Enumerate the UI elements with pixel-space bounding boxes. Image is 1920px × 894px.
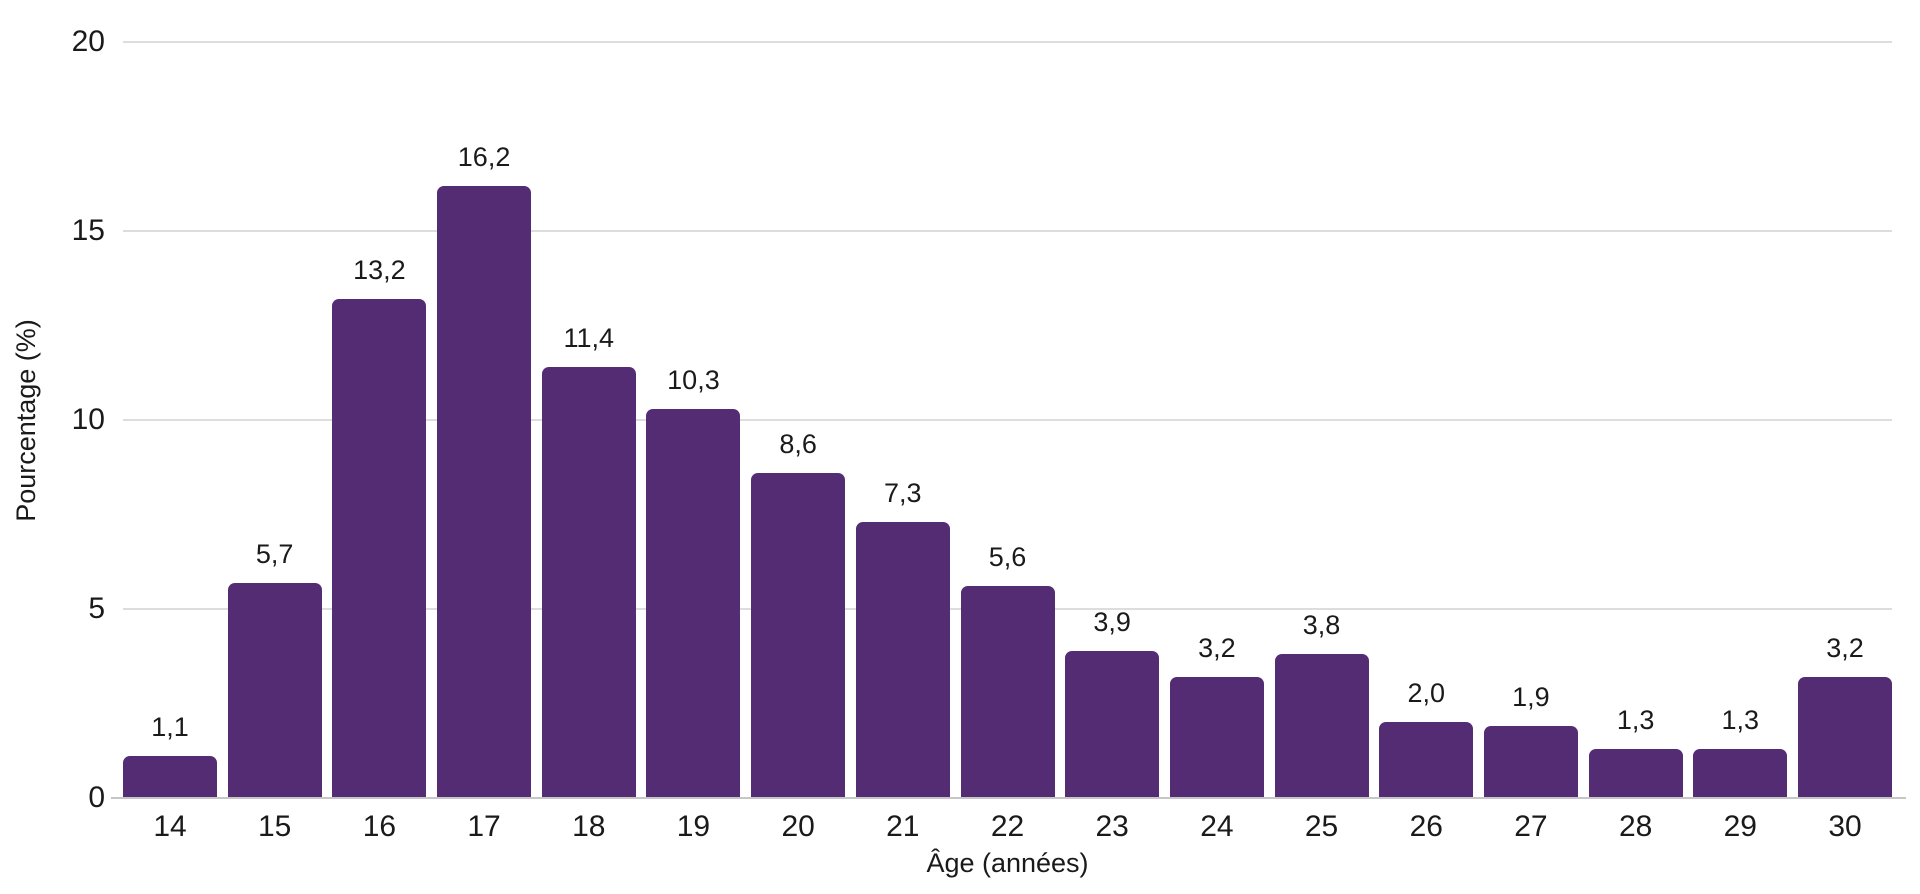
- bar-group-age-26: 2,0: [1379, 677, 1474, 798]
- bar-value-label: 13,2: [353, 255, 406, 286]
- x-tick-label-29: 29: [1723, 810, 1757, 843]
- x-tick-label-18: 18: [572, 810, 606, 843]
- bar: [1274, 654, 1369, 798]
- x-tick-label-26: 26: [1409, 810, 1443, 843]
- y-axis-title: Pourcentage (%): [6, 42, 46, 798]
- y-tick-label-5: 5: [88, 592, 105, 625]
- x-axis-title: Âge (années): [926, 848, 1089, 878]
- bar: [751, 472, 846, 798]
- gridline-20: [123, 41, 1892, 43]
- bar-value-label: 8,6: [779, 428, 817, 459]
- x-tick-label-23: 23: [1095, 810, 1129, 843]
- bar-value-label: 2,0: [1407, 678, 1446, 709]
- x-tick-label-16: 16: [362, 810, 397, 843]
- bar: [1483, 726, 1578, 798]
- bar-group-age-18: 11,4: [541, 322, 636, 798]
- x-tick-label-20: 20: [781, 810, 815, 843]
- y-tick-label-20: 20: [71, 25, 105, 58]
- bar-value-label: 5,7: [255, 538, 294, 569]
- bar-group-age-14: 1,1: [123, 711, 217, 798]
- bar-value-label: 3,2: [1826, 633, 1864, 664]
- bar: [437, 185, 532, 798]
- y-tick-label-10: 10: [71, 403, 105, 436]
- bar-group-age-17: 16,2: [437, 141, 532, 798]
- bar-value-label: 10,3: [667, 364, 720, 395]
- bar-group-age-29: 1,3: [1693, 704, 1788, 798]
- bar: [1693, 748, 1788, 798]
- bar-value-label: 3,2: [1198, 633, 1236, 664]
- bar: [1379, 722, 1474, 798]
- x-tick-label-21: 21: [886, 810, 920, 843]
- y-tick-label-15: 15: [71, 214, 105, 247]
- bar-value-label: 5,6: [988, 542, 1027, 573]
- bar-group-age-16: 13,2: [332, 254, 427, 798]
- bar: [960, 586, 1055, 798]
- bar-group-age-22: 5,6: [960, 541, 1055, 798]
- bar: [227, 582, 322, 798]
- x-tick-label-14: 14: [153, 810, 187, 843]
- bar-value-label: 16,2: [457, 141, 511, 172]
- bar-group-age-19: 10,3: [646, 364, 741, 798]
- bar-group-age-21: 7,3: [855, 477, 950, 798]
- x-tick-label-27: 27: [1514, 810, 1548, 843]
- gridline-10: [123, 419, 1892, 421]
- x-tick-label-17: 17: [467, 810, 501, 843]
- bar-group-age-30: 3,2: [1798, 632, 1892, 798]
- bar-value-label: 1,9: [1512, 682, 1550, 713]
- x-tick-label-25: 25: [1304, 810, 1339, 843]
- bar-group-age-23: 3,9: [1065, 606, 1160, 798]
- bar-group-age-15: 5,7: [227, 538, 322, 798]
- gridline-15: [123, 230, 1892, 232]
- bar-value-label: 1,3: [1721, 704, 1760, 735]
- bar: [1798, 677, 1892, 798]
- bar: [1065, 650, 1160, 798]
- bar-value-label: 11,4: [563, 323, 615, 354]
- bars-layer: 1,1 5,7 13,2 16,2 11,4 10,3 8,6 7,3 5,6 3,9 3,2 3,8…: [123, 42, 1892, 798]
- x-tick-label-24: 24: [1200, 810, 1234, 843]
- y-axis-tick-labels: 0 5 10 15 20: [46, 27, 105, 813]
- x-axis-tick-labels: 14 15 16 17 18 19 20 21 22 23 24 25 26 27 28 29 30: [123, 810, 1892, 844]
- bar-group-age-28: 1,3: [1588, 704, 1683, 798]
- bar-value-label: 1,1: [151, 712, 189, 743]
- y-axis-title-text: Pourcentage (%): [10, 318, 41, 522]
- x-tick-label-19: 19: [676, 810, 711, 843]
- bar-value-label: 7,3: [884, 478, 922, 509]
- x-tick-label-28: 28: [1618, 810, 1653, 843]
- bar-group-age-27: 1,9: [1483, 681, 1578, 798]
- bar: [855, 522, 950, 798]
- bar: [1588, 748, 1683, 798]
- bar-group-age-20: 8,6: [751, 428, 846, 798]
- bar: [646, 408, 741, 798]
- bar-value-label: 3,8: [1302, 610, 1341, 641]
- x-tick-label-22: 22: [990, 810, 1025, 843]
- plot-area: 1,1 5,7 13,2 16,2 11,4 10,3 8,6 7,3 5,6 3,9 3,2 3,8…: [111, 41, 1906, 799]
- y-tick-label-0: 0: [88, 781, 105, 814]
- bar-group-age-25: 3,8: [1274, 609, 1369, 798]
- x-tick-label-15: 15: [258, 810, 292, 843]
- x-tick-label-30: 30: [1828, 810, 1862, 843]
- bar-group-age-24: 3,2: [1169, 632, 1264, 798]
- bar-value-label: 1,3: [1616, 704, 1655, 735]
- bar-value-label: 3,9: [1093, 606, 1131, 637]
- bar: [1169, 677, 1264, 798]
- x-axis-line: [111, 797, 1906, 799]
- bar: [123, 756, 217, 798]
- bar: [332, 299, 427, 798]
- bar: [541, 367, 636, 798]
